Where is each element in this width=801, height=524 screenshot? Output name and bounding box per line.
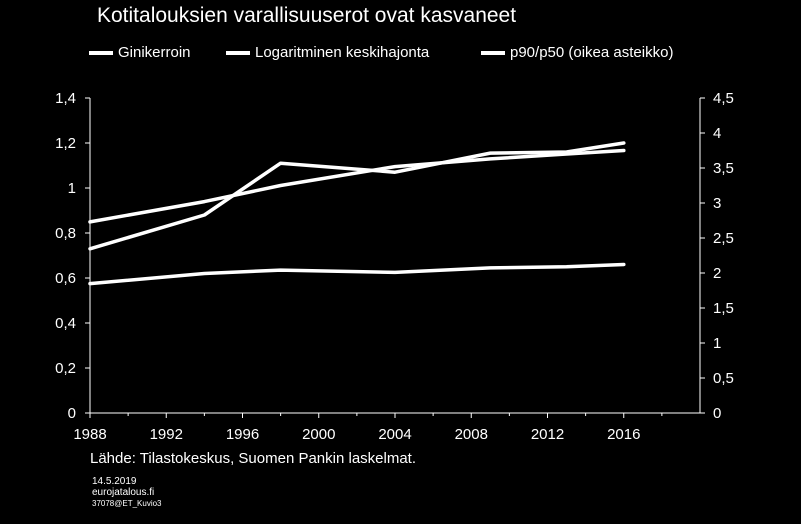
chart-legend: Ginikerroin Logaritminen keskihajonta p9…: [0, 44, 801, 66]
y-left-tick-label-0: 0: [68, 405, 76, 422]
y-left-tick-label-0,8: 0,8: [55, 225, 76, 242]
legend-swatch-ginikerroin: [89, 50, 113, 55]
y-right-tick-label-0,5: 0,5: [713, 370, 734, 387]
x-tick-label-2016: 2016: [607, 426, 640, 443]
x-tick-label-1988: 1988: [73, 426, 106, 443]
legend-item-p90-p50: p90/p50 (oikea asteikko): [481, 44, 673, 61]
source-note: Lähde: Tilastokeskus, Suomen Pankin lask…: [90, 450, 417, 467]
series-line-p90-p50: [88, 148, 626, 224]
x-tick-label-2000: 2000: [302, 426, 335, 443]
y-right-tick-label-4: 4: [713, 125, 721, 142]
y-right-tick-label-1,5: 1,5: [713, 300, 734, 317]
x-tick-label-2008: 2008: [455, 426, 488, 443]
legend-label-ginikerroin: Ginikerroin: [118, 44, 191, 61]
chart-title: Kotitalouksien varallisuuserot ovat kasv…: [97, 4, 517, 27]
y-right-tick-label-0: 0: [713, 405, 721, 422]
y-left-tick-label-0,6: 0,6: [55, 270, 76, 287]
footer-code: 37078@ET_Kuvio3: [92, 499, 162, 508]
x-tick-label-1992: 1992: [150, 426, 183, 443]
y-left-tick-label-1,2: 1,2: [55, 135, 76, 152]
legend-item-log-std: Logaritminen keskihajonta: [226, 44, 429, 61]
footer-date: 14.5.2019: [92, 476, 137, 487]
legend-swatch-p90-p50: [481, 50, 505, 55]
legend-label-p90-p50: p90/p50 (oikea asteikko): [510, 44, 674, 61]
y-right-tick-label-2: 2: [713, 265, 721, 282]
x-tick-label-1996: 1996: [226, 426, 259, 443]
y-left-tick-label-1: 1: [68, 180, 76, 197]
y-left-tick-label-1,4: 1,4: [55, 90, 76, 107]
y-right-tick-label-2,5: 2,5: [713, 230, 734, 247]
y-right-tick-label-1: 1: [713, 335, 721, 352]
y-right-tick-label-3: 3: [713, 195, 721, 212]
y-right-tick-label-4,5: 4,5: [713, 90, 734, 107]
legend-item-ginikerroin: Ginikerroin: [89, 44, 191, 61]
y-left-tick-label-0,4: 0,4: [55, 315, 76, 332]
y-right-tick-label-3,5: 3,5: [713, 160, 734, 177]
series-line-ginikerroin: [88, 262, 626, 286]
legend-swatch-log-std: [226, 50, 250, 55]
series-line-log-std: [88, 141, 626, 251]
x-tick-label-2004: 2004: [378, 426, 411, 443]
y-left-tick-label-0,2: 0,2: [55, 360, 76, 377]
x-tick-label-2012: 2012: [531, 426, 564, 443]
footer-site: eurojatalous.fi: [92, 487, 155, 498]
legend-label-log-std: Logaritminen keskihajonta: [255, 44, 430, 61]
